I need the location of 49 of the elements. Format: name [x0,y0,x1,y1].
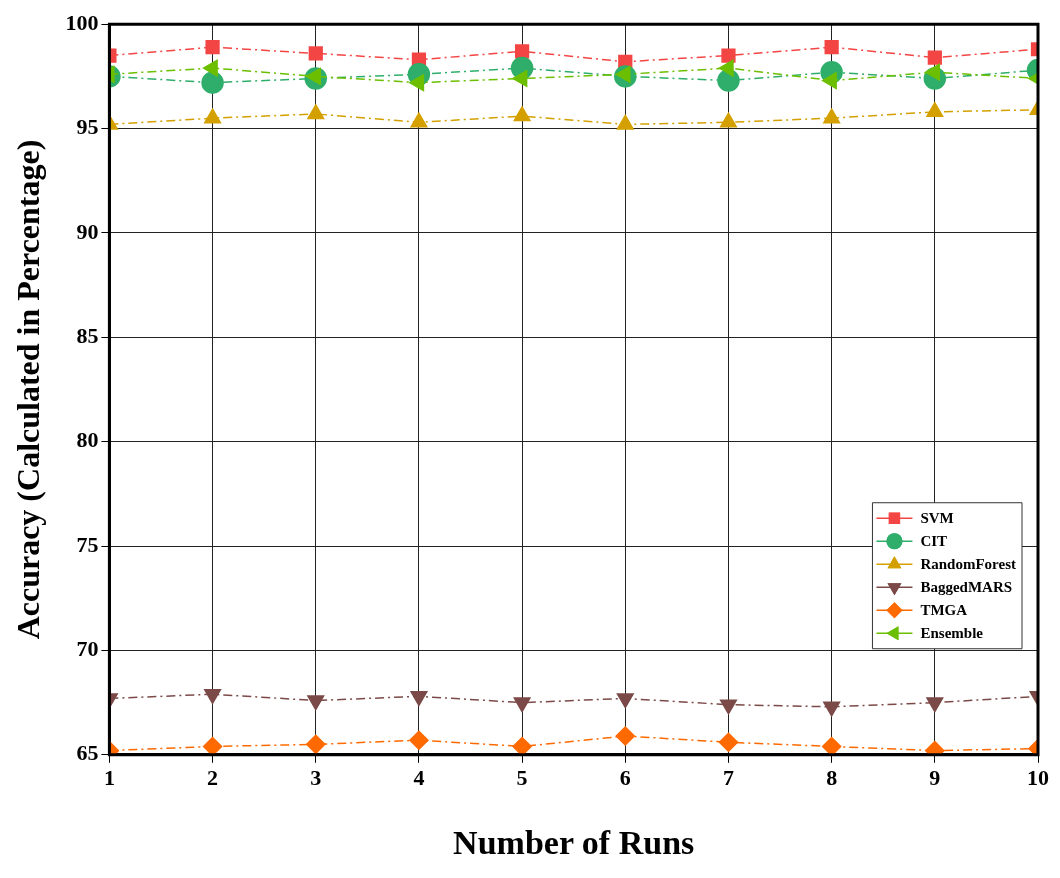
legend-label: Ensemble [920,625,984,642]
y-tick-label: 75 [76,531,99,557]
y-tick-label: 85 [76,323,99,348]
point [721,48,736,63]
x-tick-label: 5 [516,764,528,790]
legend-label: BaggedMARS [920,579,1013,596]
point [615,726,636,746]
point [824,40,839,55]
point [821,736,842,755]
legend-label: RandomForest [920,556,1017,573]
point [204,108,222,124]
point [307,104,325,120]
point [201,71,224,94]
x-tick-label: 9 [929,764,941,790]
x-tick-label: 2 [207,764,219,790]
x-tick-label: 7 [722,764,734,790]
point [616,114,634,130]
y-tick-label: 70 [76,636,99,662]
point [513,106,531,122]
point [927,50,942,65]
y-axis-title: Accuracy (Calculated in Percentage) [10,139,47,640]
y-tick-label: 100 [65,9,99,35]
y-tick-label: 95 [76,114,99,140]
point [205,40,220,55]
y-tick-label: 90 [76,218,99,244]
point [515,44,530,59]
point [512,69,528,88]
point [409,730,429,750]
y-tick-label: 65 [76,740,99,766]
legend-label: CIT [920,533,948,550]
y-tick-label: 80 [76,427,99,453]
point [202,736,223,755]
legend-label: SVM [920,510,954,527]
point [308,46,323,61]
point [823,108,841,124]
point [926,102,944,118]
point [306,734,326,755]
point [512,736,532,755]
x-tick-label: 6 [619,764,631,790]
point [718,732,739,753]
x-axis-title: Number of Runs [453,824,695,862]
x-tick-label: 3 [310,764,322,790]
point [719,112,738,128]
x-tick-label: 8 [826,764,838,790]
x-tick-label: 10 [1027,764,1049,790]
legend-label: TMGA [920,602,968,619]
x-tick-label: 1 [103,764,115,790]
point [410,112,428,128]
x-tick-label: 4 [413,764,425,790]
